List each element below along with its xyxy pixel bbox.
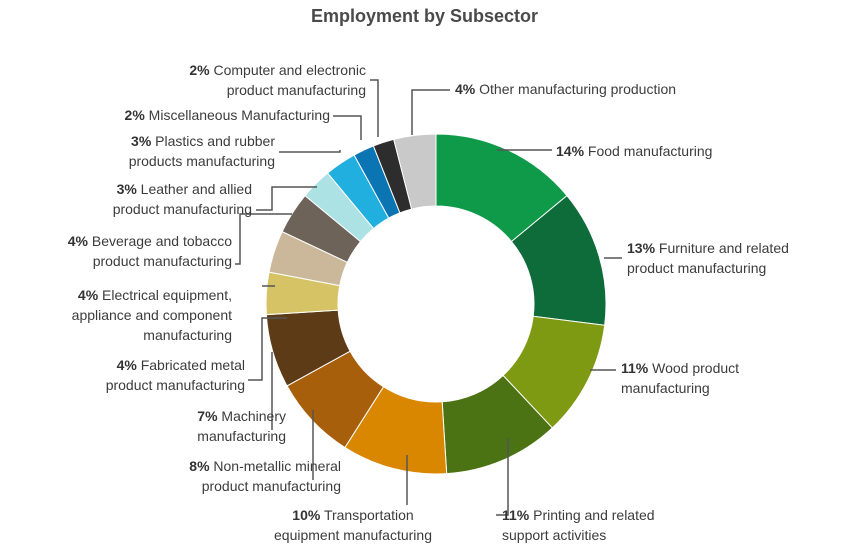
slice-label-line: support activities <box>502 527 607 543</box>
leader-line <box>333 115 362 140</box>
slice-percent: 2% <box>189 62 210 78</box>
slice-label: 11% Wood product manufacturing <box>621 358 821 398</box>
slice-label: 3% Plastics and rubber products manufactu… <box>0 131 275 171</box>
slice-percent: 11% <box>502 507 530 523</box>
slice-percent: 4% <box>67 233 88 249</box>
slice-label: 10% Transportation equipment manufacturin… <box>243 505 463 545</box>
leader-line <box>279 150 341 153</box>
slice-label: 4% Beverage and tobacco product manufactu… <box>0 231 232 271</box>
leader-line <box>496 438 509 516</box>
slice-percent: 13% <box>627 240 656 256</box>
leader-line <box>411 89 450 135</box>
slice-percent: 14% <box>556 143 585 159</box>
slice-percent: 11% <box>621 360 649 376</box>
slice-label-line: Computer and electronic <box>209 62 366 78</box>
donut-slice <box>393 133 437 210</box>
slice-percent: 4% <box>77 287 99 303</box>
slice-label-line: Electrical equipment, <box>98 287 232 303</box>
slice-label-line: appliance and component <box>71 307 232 323</box>
slice-label: 4% Electrical equipment, appliance and co… <box>0 285 232 345</box>
slice-label: 4% Other manufacturing production <box>455 79 785 99</box>
slice-label-line: manufacturing <box>143 327 232 343</box>
slice-label-line: product manufacturing <box>226 82 366 98</box>
slice-label: 2% Miscellaneous Manufacturing <box>0 105 330 125</box>
slice-label-line: manufacturing <box>197 428 286 444</box>
slice-label-line: products manufacturing <box>128 153 275 169</box>
slice-percent: 4% <box>116 357 137 373</box>
slice-percent: 2% <box>124 107 145 123</box>
leader-line <box>235 213 292 265</box>
slice-percent: 4% <box>455 81 476 97</box>
slice-label-line: product manufacturing <box>112 201 252 217</box>
chart-title: Employment by Subsector <box>310 6 539 26</box>
slice-label: 4% Fabricated metal product manufacturing <box>20 355 245 395</box>
slice-label: 7% Machinery manufacturing <box>66 406 286 446</box>
slice-label-line: Fabricated metal <box>136 357 245 373</box>
slice-label: 13% Furniture and related product manufac… <box>627 238 847 278</box>
slice-label: 8% Non-metallic mineral product manufactu… <box>96 456 341 496</box>
leader-line <box>248 317 287 381</box>
slice-label-line: Other manufacturing production <box>475 81 677 97</box>
slice-percent: 7% <box>197 408 218 424</box>
slice-label-line: product manufacturing <box>105 377 245 393</box>
slice-label-line: Food manufacturing <box>584 143 713 159</box>
leader-line <box>256 186 317 211</box>
slice-label-line: product manufacturing <box>627 260 767 276</box>
slice-label: 2% Computer and electronic product manufa… <box>0 60 366 100</box>
slice-label-line: Plastics and rubber <box>151 133 275 149</box>
slice-label-line: Beverage and tobacco <box>88 233 232 249</box>
slice-label: 3% Leather and allied product manufacturi… <box>0 179 252 219</box>
leader-line <box>370 79 379 137</box>
slice-percent: 3% <box>131 133 152 149</box>
slice-label-line: product manufacturing <box>201 478 341 494</box>
slice-label: 14% Food manufacturing <box>556 141 796 161</box>
slice-label-line: Printing and related <box>529 507 655 523</box>
slice-label-line: Miscellaneous Manufacturing <box>144 107 330 123</box>
slice-label-line: equipment manufacturing <box>274 527 432 543</box>
slice-label-line: product manufacturing <box>92 253 232 269</box>
slice-label-line: Furniture and related <box>655 240 789 256</box>
slice-percent: 8% <box>189 458 210 474</box>
slice-label-line: Machinery <box>217 408 286 424</box>
slice-label-line: Wood product <box>648 360 740 376</box>
slice-label-line: Leather and allied <box>136 181 252 197</box>
slice-label-line: Non-metallic mineral <box>209 458 341 474</box>
slice-percent: 10% <box>292 507 321 523</box>
slice-label-line: manufacturing <box>621 380 710 396</box>
slice-label-line: Transportation <box>320 507 414 523</box>
slice-label: 11% Printing and related support activiti… <box>502 505 722 545</box>
slice-percent: 3% <box>116 181 137 197</box>
